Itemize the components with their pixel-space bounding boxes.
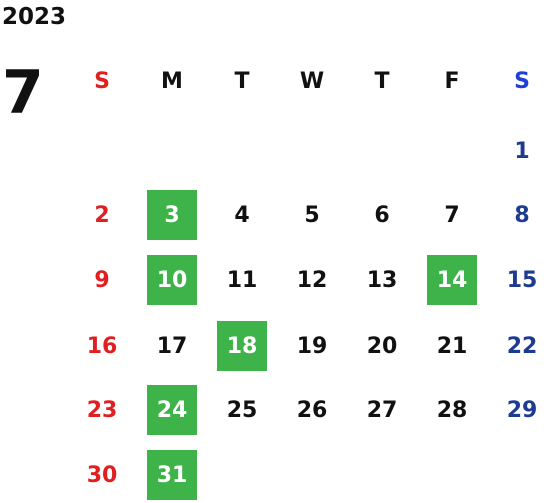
day-cell[interactable]: 7: [444, 202, 460, 228]
day-cell[interactable]: 12: [296, 267, 328, 293]
day-cell-highlighted[interactable]: 14: [427, 255, 477, 305]
day-cell[interactable]: 21: [436, 333, 468, 359]
day-cell[interactable]: 19: [296, 333, 328, 359]
day-cell-highlighted[interactable]: 10: [147, 255, 197, 305]
weekday-header-sunday: S: [94, 68, 110, 94]
day-cell[interactable]: 26: [296, 397, 328, 423]
weekday-header-thursday: T: [374, 68, 390, 94]
day-cell-highlighted[interactable]: 18: [217, 321, 267, 371]
weekday-header-friday: F: [444, 68, 460, 94]
day-cell[interactable]: 13: [366, 267, 398, 293]
day-cell[interactable]: 23: [86, 397, 118, 423]
day-cell[interactable]: 30: [86, 462, 118, 488]
year-label: 2023: [2, 4, 67, 30]
weekday-header-tuesday: T: [234, 68, 250, 94]
day-cell[interactable]: 2: [94, 202, 110, 228]
day-cell-highlighted[interactable]: 24: [147, 385, 197, 435]
weekday-header-wednesday: W: [299, 68, 325, 94]
day-cell[interactable]: 20: [366, 333, 398, 359]
day-cell[interactable]: 17: [156, 333, 188, 359]
day-cell[interactable]: 6: [374, 202, 390, 228]
day-cell[interactable]: 22: [506, 333, 538, 359]
day-cell-highlighted[interactable]: 31: [147, 450, 197, 500]
day-cell[interactable]: 1: [514, 138, 530, 164]
day-cell[interactable]: 8: [514, 202, 530, 228]
day-cell[interactable]: 16: [86, 333, 118, 359]
day-cell[interactable]: 29: [506, 397, 538, 423]
day-cell-highlighted[interactable]: 3: [147, 190, 197, 240]
day-cell[interactable]: 15: [506, 267, 538, 293]
day-cell[interactable]: 11: [226, 267, 258, 293]
day-cell[interactable]: 5: [304, 202, 320, 228]
day-cell[interactable]: 27: [366, 397, 398, 423]
weekday-header-monday: M: [161, 68, 183, 94]
month-label: 7: [2, 58, 44, 128]
day-cell[interactable]: 4: [234, 202, 250, 228]
weekday-header-saturday: S: [514, 68, 530, 94]
day-cell[interactable]: 28: [436, 397, 468, 423]
day-cell[interactable]: 25: [226, 397, 258, 423]
day-cell[interactable]: 9: [94, 267, 110, 293]
